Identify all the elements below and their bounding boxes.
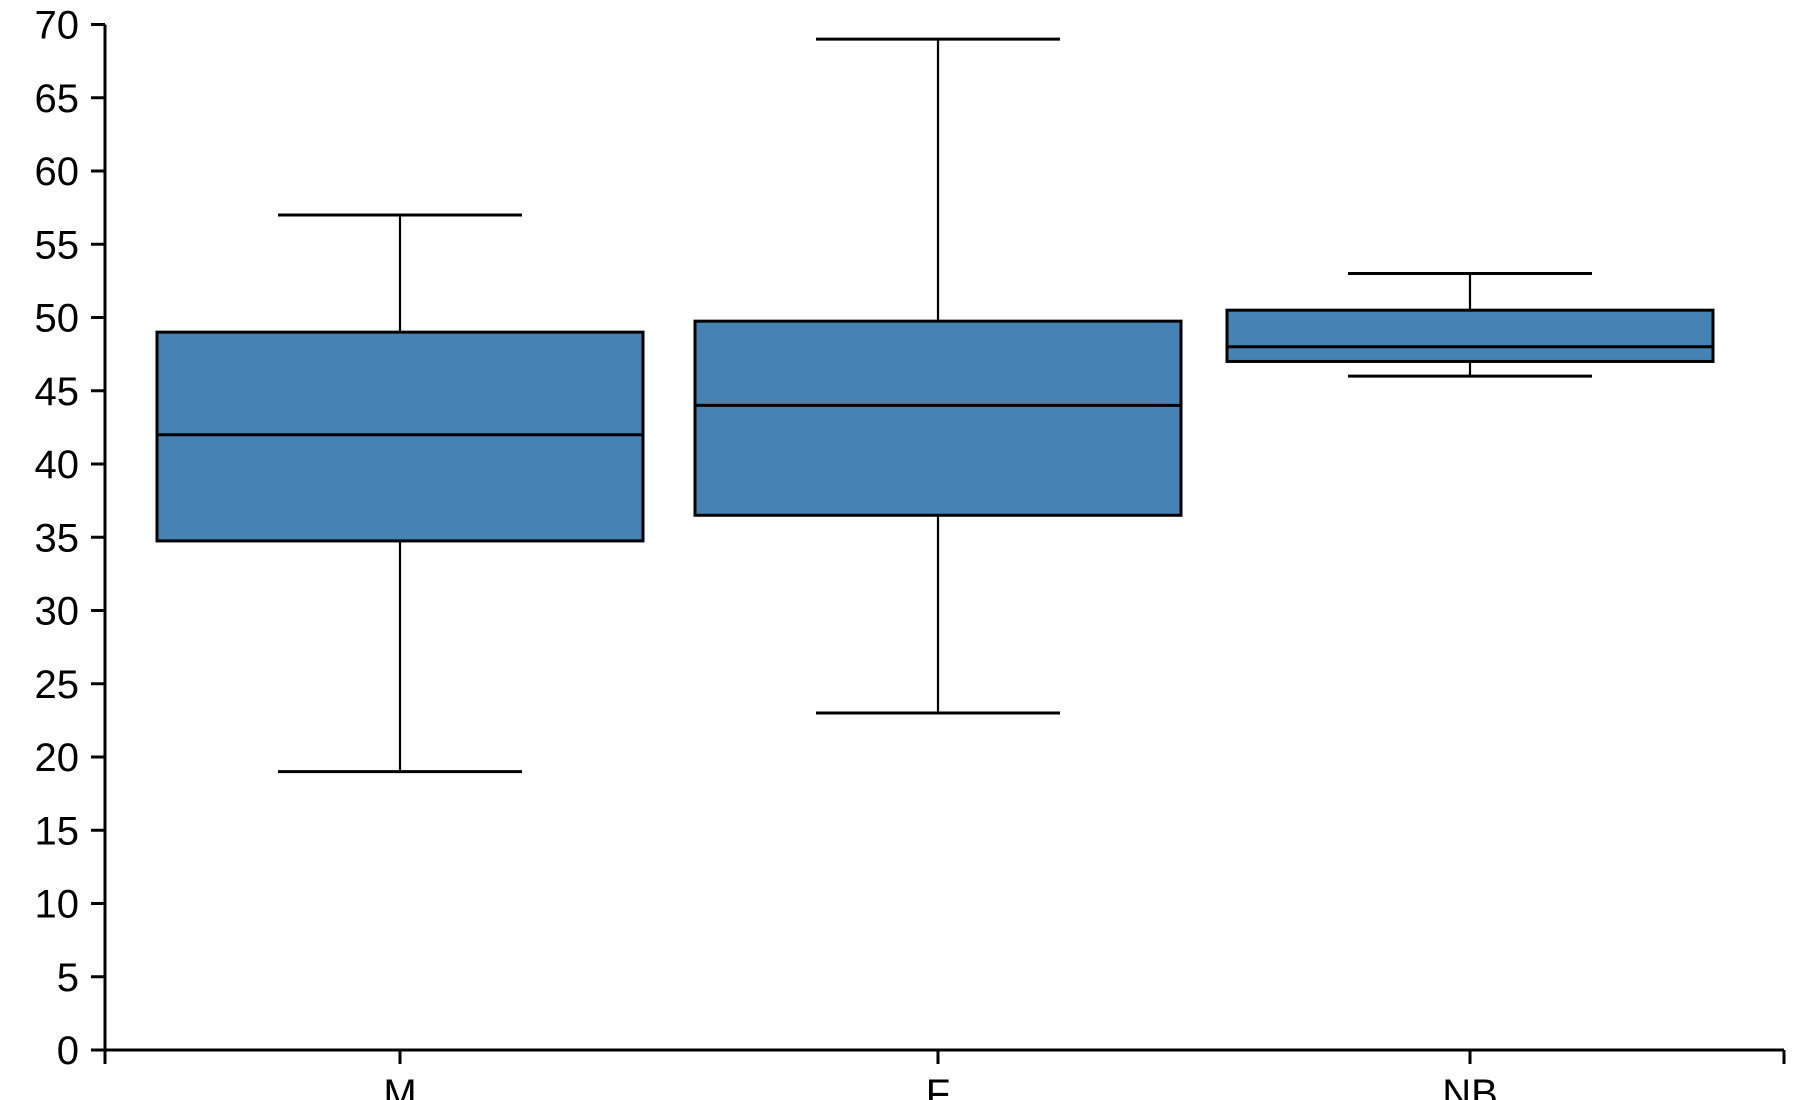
y-tick-label: 65: [35, 77, 80, 121]
box-NB: [1225, 308, 1715, 363]
y-tick-label: 50: [35, 297, 80, 341]
x-tick-label: F: [926, 1072, 950, 1100]
x-tick-label: M: [383, 1072, 416, 1100]
y-tick-label: 20: [35, 736, 80, 780]
y-tick-label: 45: [35, 370, 80, 414]
x-tick-label: NB: [1442, 1072, 1498, 1100]
box-F: [693, 319, 1183, 517]
y-tick-label: 60: [35, 150, 80, 194]
y-tick-label: 10: [35, 883, 80, 927]
y-tick-label: 30: [35, 590, 80, 634]
y-tick-label: 55: [35, 223, 80, 267]
y-tick-label: 70: [35, 4, 80, 48]
box-M: [155, 330, 645, 543]
y-tick-label: 40: [35, 443, 80, 487]
y-tick-label: 15: [35, 809, 80, 853]
y-tick-label: 35: [35, 516, 80, 560]
y-tick-label: 0: [57, 1029, 79, 1073]
y-tick-label: 5: [57, 956, 79, 1000]
y-tick-label: 25: [35, 663, 80, 707]
